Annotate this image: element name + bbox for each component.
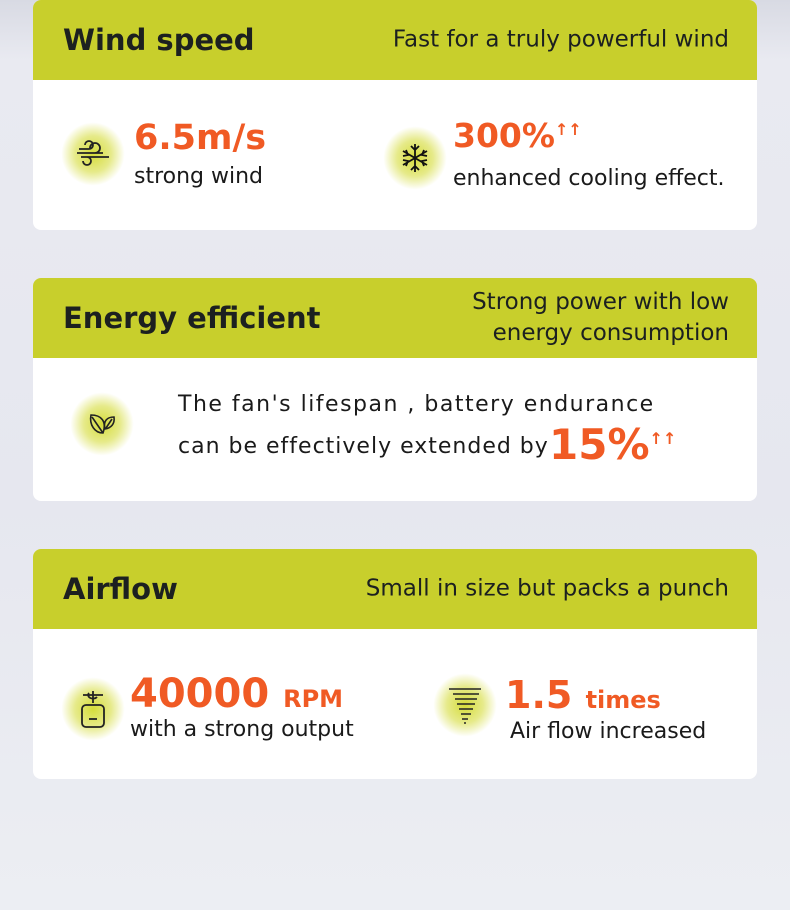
- energy-efficient-card: Energy efficient Strong power with low en…: [33, 278, 757, 501]
- airflow-unit: times: [585, 686, 661, 714]
- card-title: Energy efficient: [63, 301, 321, 335]
- card-header: Airflow Small in size but packs a punch: [33, 549, 757, 629]
- subtitle-line: energy consumption: [492, 320, 729, 346]
- card-subtitle: Strong power with low energy consumption: [472, 287, 729, 349]
- tornado-icon: [433, 673, 497, 737]
- card-header: Wind speed Fast for a truly powerful win…: [33, 0, 757, 80]
- card-title: Airflow: [63, 572, 178, 606]
- lifespan-line2: can be effectively extended by: [178, 434, 549, 459]
- snowflake-icon: [383, 126, 447, 190]
- up-arrows-icon: ↑↑: [649, 429, 677, 448]
- extension-percent: 15%: [549, 420, 650, 469]
- leaf-icon: [70, 392, 134, 456]
- rpm-value: 40000 RPM: [130, 671, 343, 717]
- fan-motor-icon: [61, 677, 125, 741]
- wind-speed-value: 6.5m/s: [134, 118, 267, 158]
- cooling-percent: 300%: [453, 116, 555, 155]
- card-header: Energy efficient Strong power with low en…: [33, 278, 757, 358]
- wind-speed-card: Wind speed Fast for a truly powerful win…: [33, 0, 757, 230]
- card-subtitle: Fast for a truly powerful wind: [392, 26, 729, 53]
- cooling-value: 300%↑↑: [453, 116, 582, 155]
- rpm-unit: RPM: [283, 685, 344, 713]
- up-arrows-icon: ↑↑: [554, 120, 582, 139]
- airflow-value: 1.5 times: [505, 673, 661, 717]
- airflow-label: Air flow increased: [510, 719, 707, 744]
- wind-icon: [61, 122, 125, 186]
- rpm-number: 40000: [130, 671, 270, 717]
- card-subtitle: Small in size but packs a punch: [365, 575, 729, 602]
- airflow-number: 1.5: [505, 673, 573, 717]
- airflow-card: Airflow Small in size but packs a punch …: [33, 549, 757, 779]
- lifespan-line1: The fan's lifespan , battery endurance: [178, 392, 655, 417]
- card-title: Wind speed: [63, 23, 255, 57]
- rpm-label: with a strong output: [130, 717, 354, 742]
- wind-speed-label: strong wind: [134, 164, 264, 189]
- subtitle-line: Strong power with low: [472, 289, 729, 315]
- cooling-label: enhanced cooling effect.: [453, 166, 725, 191]
- extension-value: 15%↑↑: [549, 420, 676, 469]
